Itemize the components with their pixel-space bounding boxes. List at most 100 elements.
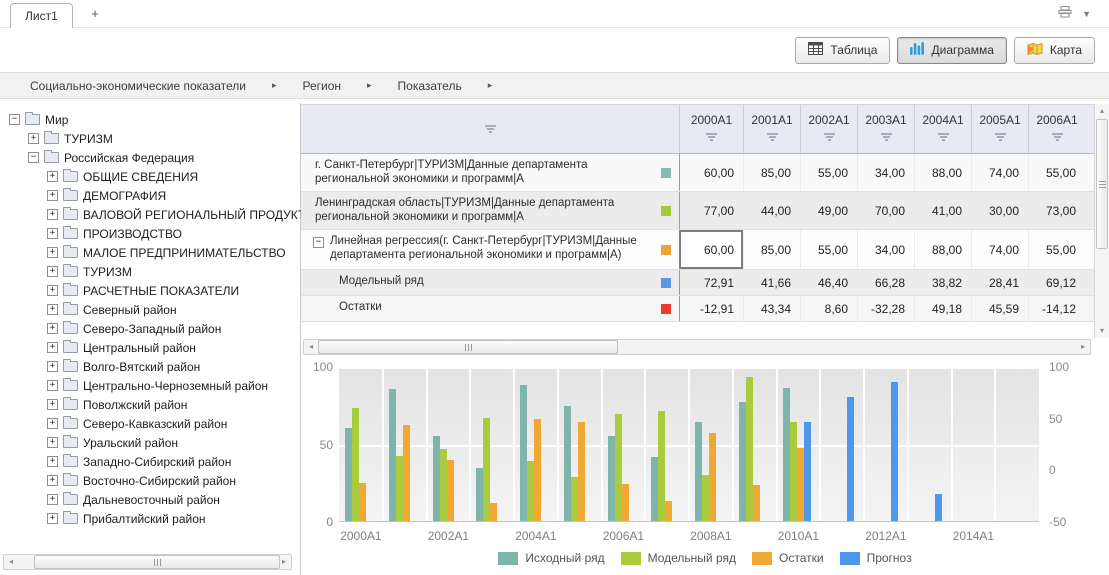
tab-sheet1[interactable]: Лист1 — [10, 3, 73, 28]
grid-cell[interactable]: 34,00 — [857, 230, 914, 269]
expand-icon[interactable]: + — [47, 437, 58, 448]
filter-funnel-icon[interactable] — [937, 133, 949, 141]
filter-funnel-icon[interactable] — [484, 125, 496, 133]
grid-cell[interactable]: 74,00 — [971, 230, 1028, 269]
grid-cell[interactable]: -32,28 — [857, 296, 914, 321]
tree-item[interactable]: + ПРОИЗВОДСТВО — [0, 224, 300, 243]
table-view-button[interactable]: Таблица — [795, 36, 891, 64]
grid-cell[interactable]: 55,00 — [800, 154, 857, 191]
grid-cell[interactable]: -12,91 — [679, 296, 743, 321]
print-options-caret-icon[interactable]: ▼ — [1082, 9, 1091, 19]
grid-cell[interactable]: 30,00 — [971, 192, 1028, 229]
grid-cell[interactable]: 72,91 — [679, 270, 743, 295]
chart-view-button[interactable]: Диаграмма — [897, 36, 1007, 64]
grid-column-header[interactable]: 2003A1 — [857, 105, 914, 153]
grid-cell[interactable]: 41,66 — [743, 270, 800, 295]
tree-item[interactable]: + ТУРИЗМ — [0, 262, 300, 281]
tree-item[interactable]: + Центрально-Черноземный район — [0, 376, 300, 395]
grid-cell[interactable]: 73,00 — [1028, 192, 1085, 229]
breadcrumb-item-indicators[interactable]: Социально-экономические показатели — [30, 78, 246, 93]
expand-icon[interactable]: + — [47, 228, 58, 239]
grid-cell[interactable]: 49,18 — [914, 296, 971, 321]
tree-item[interactable]: + Северный район — [0, 300, 300, 319]
expand-icon[interactable]: + — [47, 513, 58, 524]
scroll-left-icon[interactable]: ◂ — [8, 557, 13, 566]
grid-cell[interactable]: 85,00 — [743, 230, 800, 269]
breadcrumb-item-indicator[interactable]: Показатель — [397, 78, 462, 93]
grid-cell[interactable]: 49,00 — [800, 192, 857, 229]
grid-cell[interactable]: 74,00 — [971, 154, 1028, 191]
grid-cell[interactable]: 28,41 — [971, 270, 1028, 295]
collapse-icon[interactable]: − — [28, 152, 39, 163]
grid-column-header[interactable]: 2002A1 — [800, 105, 857, 153]
print-icon[interactable] — [1058, 5, 1072, 23]
grid-cell[interactable]: 45,59 — [971, 296, 1028, 321]
expand-icon[interactable]: + — [47, 475, 58, 486]
tree-item[interactable]: + Западно-Сибирский район — [0, 452, 300, 471]
tree-item[interactable]: + Прибалтийский район — [0, 509, 300, 528]
expand-icon[interactable]: + — [47, 418, 58, 429]
grid-cell[interactable]: 41,00 — [914, 192, 971, 229]
expand-icon[interactable]: + — [47, 171, 58, 182]
grid-horizontal-scrollbar[interactable]: ◂ ▸ — [303, 339, 1091, 355]
filter-funnel-icon[interactable] — [994, 133, 1006, 141]
filter-funnel-icon[interactable] — [880, 133, 892, 141]
grid-cell[interactable]: 88,00 — [914, 230, 971, 269]
grid-cell[interactable]: 55,00 — [800, 230, 857, 269]
collapse-icon[interactable]: − — [9, 114, 20, 125]
grid-cell[interactable]: -14,12 — [1028, 296, 1085, 321]
grid-cell[interactable]: 55,00 — [1028, 230, 1085, 269]
tree-item[interactable]: + Дальневосточный район — [0, 490, 300, 509]
tree-item[interactable]: + Центральный район — [0, 338, 300, 357]
tree-item[interactable]: + Поволжский район — [0, 395, 300, 414]
grid-cell[interactable]: 60,00 — [679, 230, 743, 269]
expand-icon[interactable]: + — [47, 190, 58, 201]
scroll-right-icon[interactable]: ▸ — [1080, 342, 1085, 351]
expand-icon[interactable]: + — [47, 494, 58, 505]
grid-cell[interactable]: 70,00 — [857, 192, 914, 229]
add-sheet-button[interactable]: + — [91, 6, 99, 21]
grid-cell[interactable]: 69,12 — [1028, 270, 1085, 295]
scroll-right-icon[interactable]: ▸ — [281, 557, 286, 566]
grid-vscroll-thumb[interactable] — [1096, 119, 1108, 249]
grid-cell[interactable]: 60,00 — [679, 154, 743, 191]
expand-icon[interactable]: + — [47, 285, 58, 296]
expand-icon[interactable]: + — [28, 133, 39, 144]
tree-item[interactable]: + Уральский район — [0, 433, 300, 452]
grid-cell[interactable]: 66,28 — [857, 270, 914, 295]
grid-cell[interactable]: 55,00 — [1028, 154, 1085, 191]
tree-item[interactable]: + ТУРИЗМ — [0, 129, 300, 148]
expand-icon[interactable]: + — [47, 380, 58, 391]
grid-column-header[interactable]: 2001A1 — [743, 105, 800, 153]
grid-hscroll-thumb[interactable] — [318, 340, 618, 354]
expand-icon[interactable]: + — [47, 247, 58, 258]
tree-item[interactable]: + ОБЩИЕ СВЕДЕНИЯ — [0, 167, 300, 186]
grid-cell[interactable]: 38,82 — [914, 270, 971, 295]
grid-cell[interactable]: 43,34 — [743, 296, 800, 321]
grid-cell[interactable]: 46,40 — [800, 270, 857, 295]
grid-cell[interactable]: 34,00 — [857, 154, 914, 191]
breadcrumb-item-region[interactable]: Регион — [302, 78, 342, 93]
grid-cell[interactable]: 77,00 — [679, 192, 743, 229]
tree-hscroll-thumb[interactable] — [34, 555, 280, 569]
grid-column-header[interactable]: 2004A1 — [914, 105, 971, 153]
grid-cell[interactable]: 85,00 — [743, 154, 800, 191]
grid-corner-header-cell[interactable] — [301, 105, 679, 153]
tree-item[interactable]: + Северо-Кавказский район — [0, 414, 300, 433]
tree-item[interactable]: + РАСЧЕТНЫЕ ПОКАЗАТЕЛИ — [0, 281, 300, 300]
grid-column-header[interactable]: 2006A1 — [1028, 105, 1085, 153]
expand-icon[interactable]: + — [47, 342, 58, 353]
tree-item[interactable]: − Мир — [0, 110, 300, 129]
grid-cell[interactable]: 8,60 — [800, 296, 857, 321]
filter-funnel-icon[interactable] — [706, 133, 717, 141]
filter-funnel-icon[interactable] — [823, 133, 835, 141]
table-row[interactable]: Модельный ряд 72,91 41,66 46,40 66,28 38,82 28… — [301, 270, 1109, 296]
map-view-button[interactable]: Карта — [1013, 36, 1095, 64]
scroll-down-icon[interactable]: ▾ — [1099, 326, 1104, 335]
tree-item[interactable]: + Северо-Западный район — [0, 319, 300, 338]
expand-icon[interactable]: + — [47, 266, 58, 277]
filter-funnel-icon[interactable] — [1051, 133, 1063, 141]
expand-icon[interactable]: + — [47, 361, 58, 372]
grid-column-header[interactable]: 2005A1 — [971, 105, 1028, 153]
table-row[interactable]: − Линейная регрессия(г. Санкт-Петербург|Т… — [301, 230, 1109, 270]
